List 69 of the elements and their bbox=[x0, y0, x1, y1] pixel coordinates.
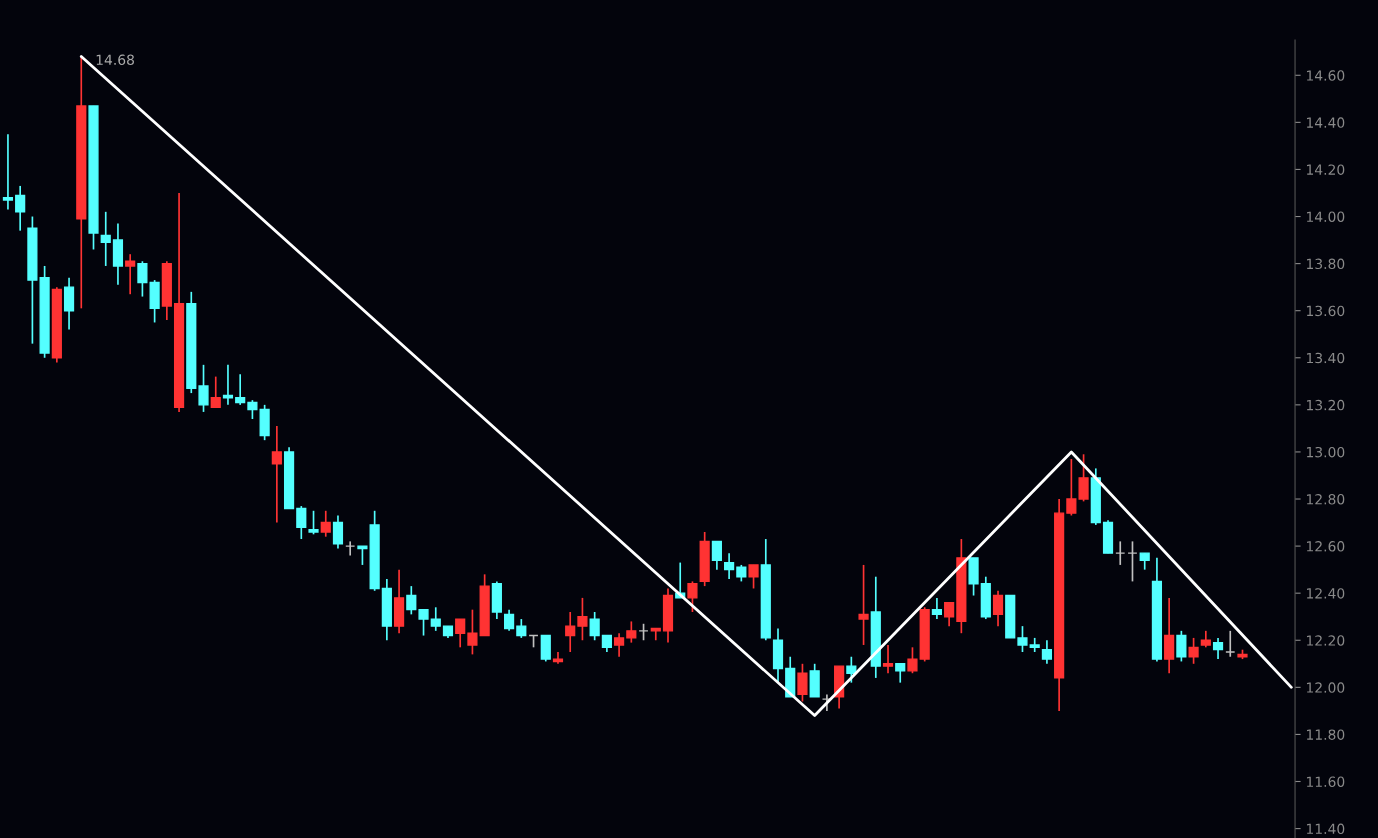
candlestick bbox=[1066, 458, 1077, 517]
candlestick bbox=[455, 618, 466, 649]
candlestick bbox=[992, 589, 1004, 627]
candlestick bbox=[724, 552, 735, 580]
y-tick-label: 11.40 bbox=[1306, 823, 1345, 835]
candlestick bbox=[308, 509, 319, 536]
candlestick bbox=[503, 608, 515, 632]
candlestick bbox=[846, 655, 857, 684]
candlestick bbox=[614, 632, 625, 658]
candlestick bbox=[882, 644, 894, 675]
candlestick bbox=[1176, 630, 1187, 663]
candlestick bbox=[931, 597, 943, 620]
candlestick bbox=[320, 509, 331, 538]
y-tick-label: 14.00 bbox=[1306, 211, 1345, 222]
y-tick-label: 14.20 bbox=[1306, 164, 1345, 175]
candlestick bbox=[1164, 597, 1175, 675]
candlestick bbox=[296, 505, 307, 540]
y-tick-label: 14.60 bbox=[1306, 70, 1345, 81]
annotation: 14.68 bbox=[96, 54, 134, 65]
candlestick bbox=[247, 399, 258, 420]
candlestick bbox=[687, 580, 698, 613]
candlestick bbox=[467, 608, 478, 656]
candlestick bbox=[418, 608, 429, 637]
y-tick-label: 13.60 bbox=[1306, 305, 1345, 317]
candlestick bbox=[1188, 637, 1199, 665]
candlestick bbox=[907, 646, 918, 675]
candlestick bbox=[235, 373, 246, 406]
candlestick bbox=[15, 185, 26, 232]
candlestick bbox=[2, 133, 14, 211]
candlestick bbox=[125, 253, 136, 296]
candlestick bbox=[711, 540, 722, 571]
candlestick bbox=[1017, 625, 1028, 653]
candlestick bbox=[540, 634, 551, 663]
candlestick bbox=[1078, 453, 1089, 503]
candlestick bbox=[516, 618, 527, 639]
y-tick-label: 11.80 bbox=[1306, 729, 1345, 740]
candlestick bbox=[748, 564, 759, 590]
candlestick bbox=[430, 606, 441, 632]
y-tick-label: 11.60 bbox=[1306, 776, 1345, 787]
y-tick-label: 12.80 bbox=[1306, 493, 1345, 505]
candlestick bbox=[198, 363, 209, 413]
candlestick bbox=[1212, 637, 1224, 660]
y-tick-label: 13.80 bbox=[1306, 258, 1345, 270]
candlestick bbox=[797, 662, 808, 703]
y-tick-label: 12.20 bbox=[1306, 635, 1345, 646]
candlestick bbox=[589, 611, 600, 642]
candlestick bbox=[565, 611, 576, 653]
y-tick-label: 13.40 bbox=[1306, 352, 1345, 364]
y-tick-label: 12.40 bbox=[1306, 588, 1345, 599]
candlestick bbox=[626, 620, 637, 644]
candlestick bbox=[406, 585, 417, 616]
y-tick-label: 13.00 bbox=[1306, 446, 1345, 458]
line-series bbox=[79, 55, 1293, 717]
candlestick bbox=[858, 564, 869, 646]
candlestick bbox=[271, 425, 282, 524]
candlestick bbox=[210, 375, 221, 409]
candlestick bbox=[895, 662, 906, 684]
candlestick bbox=[944, 601, 955, 627]
candlestick bbox=[332, 514, 344, 550]
y-tick-label: 14.40 bbox=[1306, 117, 1345, 128]
candlestick bbox=[1041, 639, 1053, 665]
y-tick-label: 12.00 bbox=[1306, 682, 1345, 693]
candlestick bbox=[577, 597, 588, 642]
candlestick bbox=[357, 545, 368, 566]
y-tick-label: 13.20 bbox=[1306, 399, 1345, 411]
y-tick-label: 12.60 bbox=[1306, 541, 1345, 552]
candlestick bbox=[137, 260, 148, 298]
candlestick bbox=[63, 276, 75, 331]
candlestick bbox=[100, 210, 111, 267]
